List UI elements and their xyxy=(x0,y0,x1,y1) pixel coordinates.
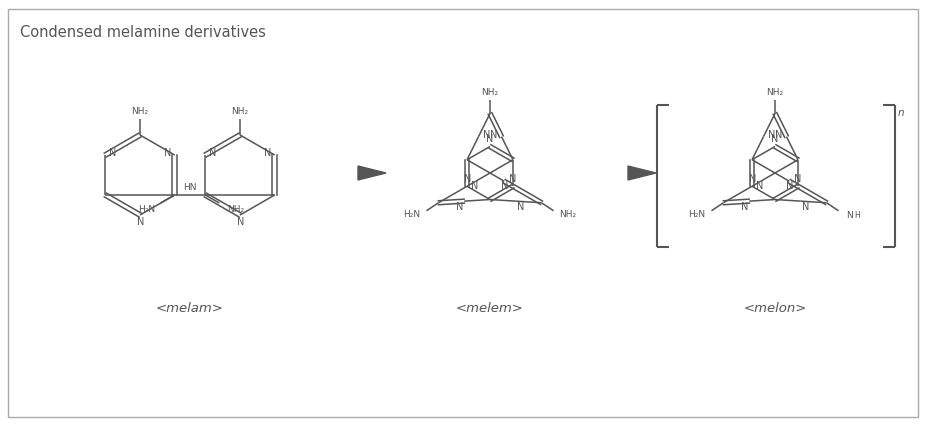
Text: N: N xyxy=(785,181,793,191)
Text: N: N xyxy=(486,134,493,145)
Text: N: N xyxy=(482,130,489,140)
Text: N: N xyxy=(748,174,756,184)
Text: <melam>: <melam> xyxy=(156,301,223,314)
Text: N: N xyxy=(845,211,852,220)
Text: NH₂: NH₂ xyxy=(766,88,782,97)
Text: NH₂: NH₂ xyxy=(481,88,498,97)
Text: N: N xyxy=(108,148,116,158)
Text: N: N xyxy=(263,148,271,158)
Text: N: N xyxy=(164,148,171,158)
Text: N: N xyxy=(464,174,471,184)
Text: NH₂: NH₂ xyxy=(226,204,244,213)
Text: H: H xyxy=(854,211,859,220)
Text: NH₂: NH₂ xyxy=(132,107,148,116)
Text: N: N xyxy=(508,174,515,184)
Text: <melon>: <melon> xyxy=(743,301,806,314)
Text: N: N xyxy=(756,181,763,191)
Text: <melem>: <melem> xyxy=(455,301,524,314)
Text: Condensed melamine derivatives: Condensed melamine derivatives xyxy=(20,25,266,40)
Text: N: N xyxy=(516,202,524,212)
Polygon shape xyxy=(628,166,655,180)
Text: N: N xyxy=(793,174,800,184)
Text: H₂N: H₂N xyxy=(687,210,705,219)
Text: N: N xyxy=(801,202,808,212)
Text: N: N xyxy=(209,148,216,158)
Text: N: N xyxy=(489,130,497,140)
Text: H₂N: H₂N xyxy=(402,210,420,219)
Text: NH₂: NH₂ xyxy=(558,210,576,219)
Text: N: N xyxy=(740,202,747,212)
FancyBboxPatch shape xyxy=(8,9,917,417)
Text: n: n xyxy=(897,108,904,118)
Text: N: N xyxy=(237,217,245,227)
Text: N: N xyxy=(770,134,778,145)
Text: N: N xyxy=(774,130,781,140)
Text: N: N xyxy=(471,181,478,191)
Text: N: N xyxy=(767,130,774,140)
Text: HN: HN xyxy=(183,182,197,192)
Text: H₂N: H₂N xyxy=(138,204,155,213)
Polygon shape xyxy=(358,166,386,180)
Text: NH₂: NH₂ xyxy=(231,107,248,116)
Text: N: N xyxy=(501,181,508,191)
Text: N: N xyxy=(137,217,145,227)
Text: N: N xyxy=(455,202,463,212)
